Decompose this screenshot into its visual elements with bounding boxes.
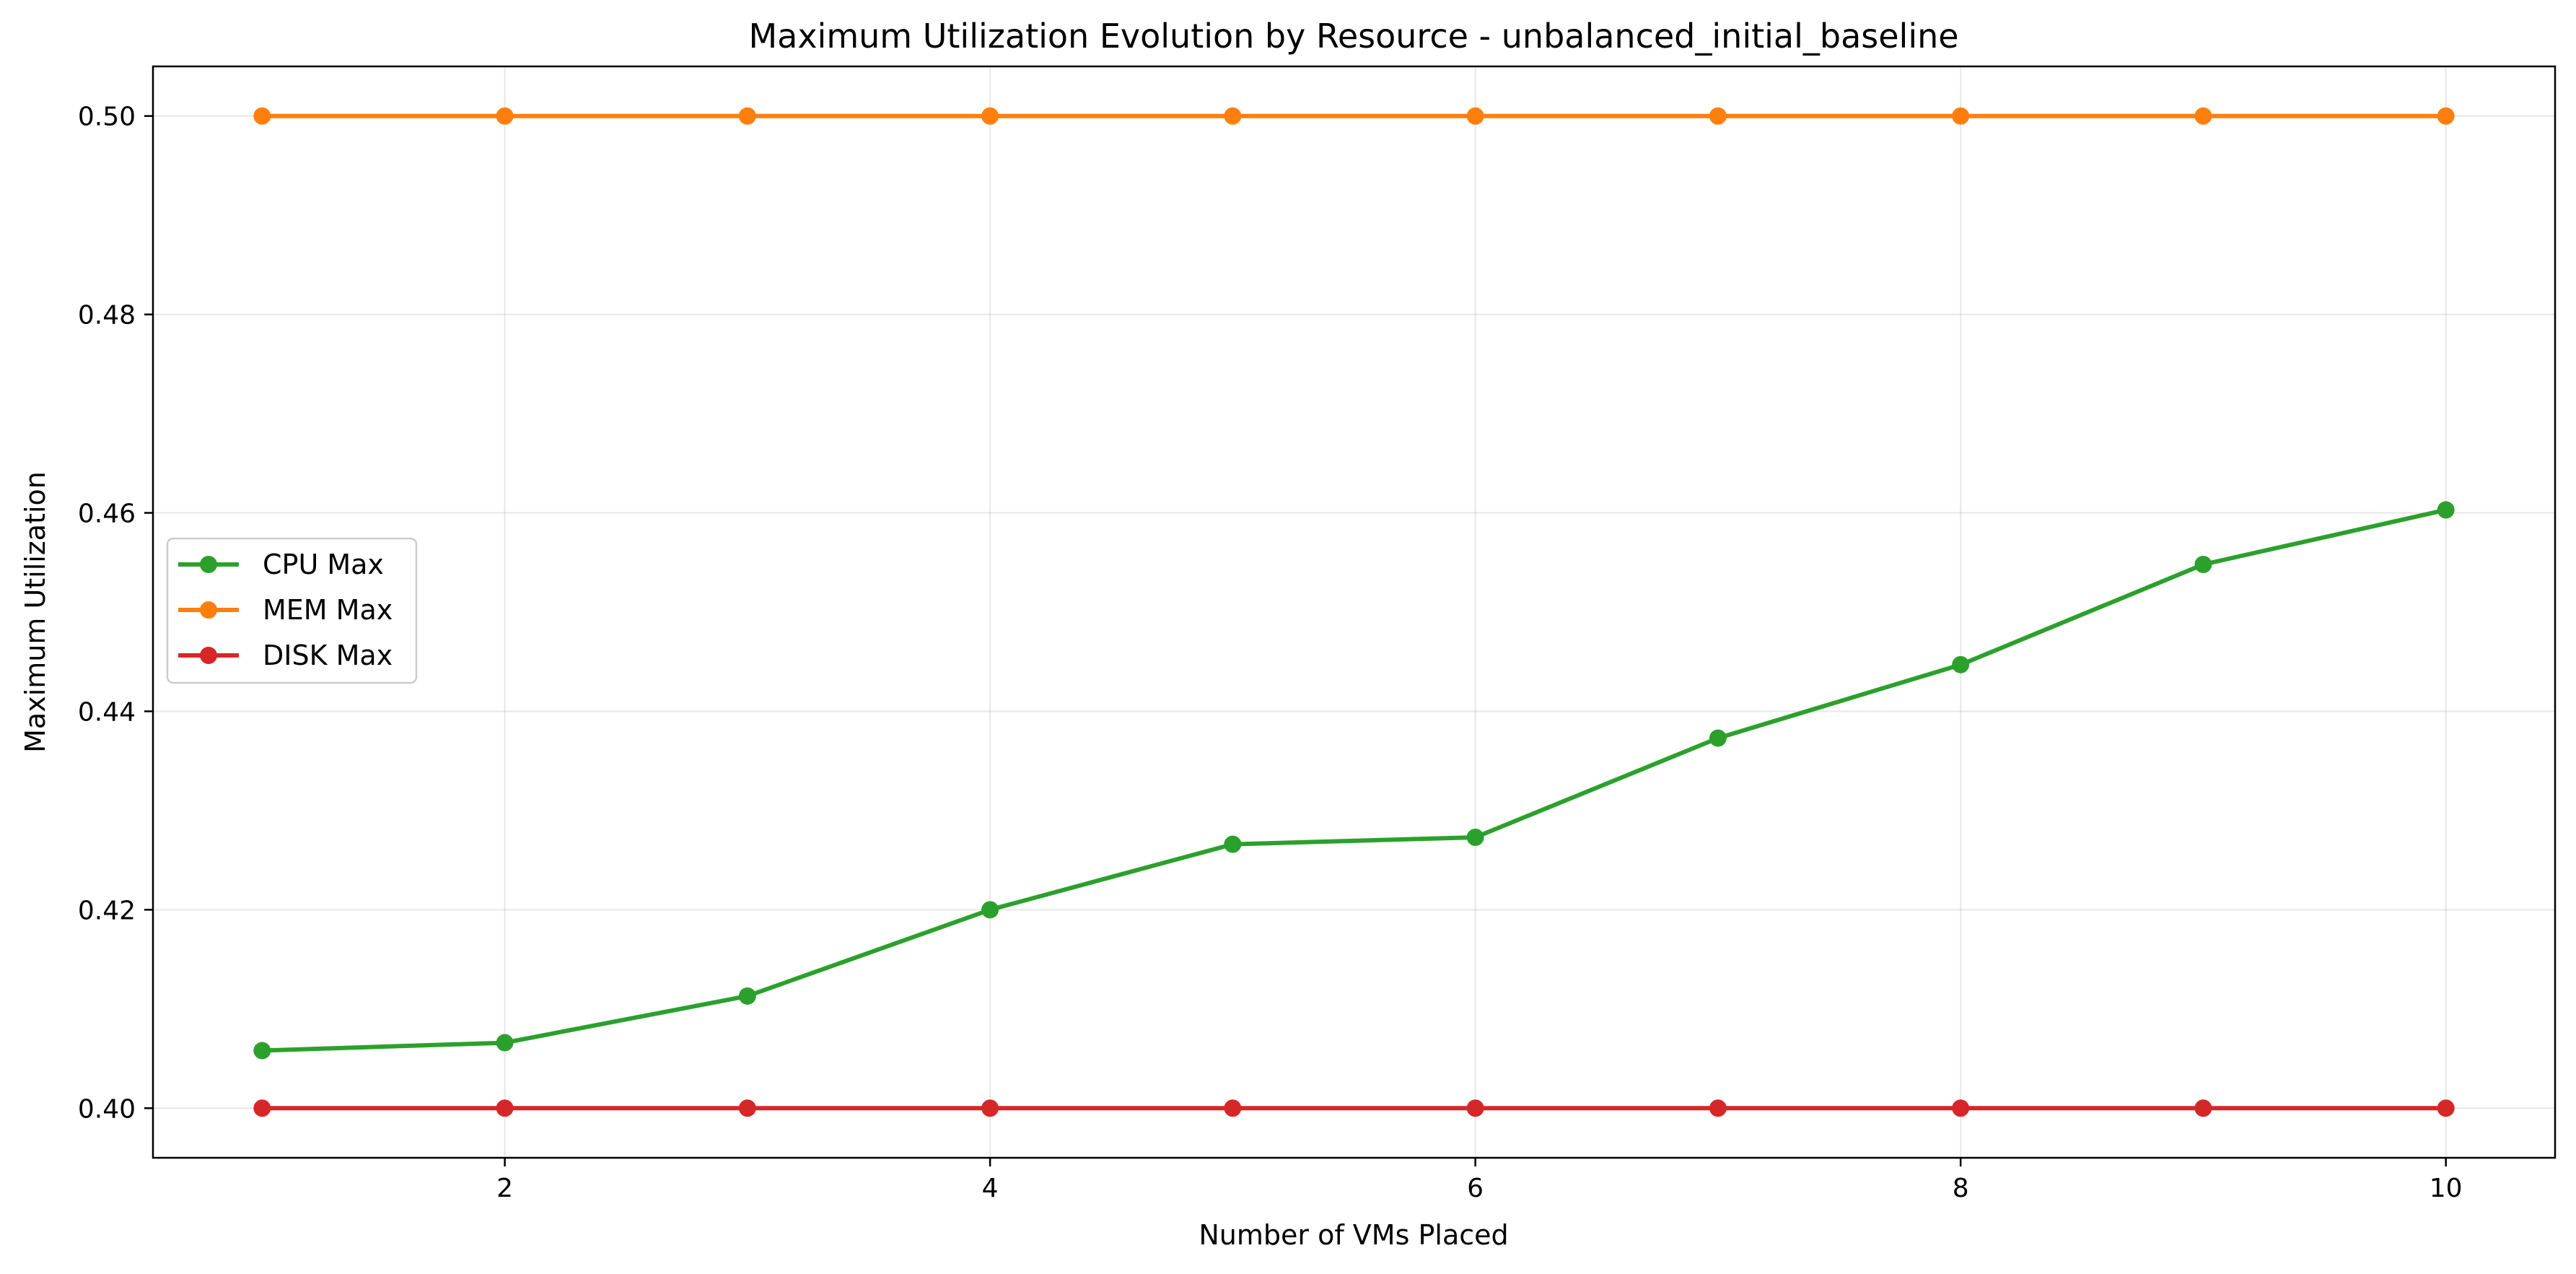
data-point-mem: [1952, 107, 1970, 125]
ticks: 2 4 6 8 10 0.40 0.42 0.44 0.46 0.48 0.50: [78, 102, 2463, 1203]
x-tick-label: 4: [982, 1174, 999, 1203]
data-point-disk: [738, 1099, 756, 1117]
y-tick-label: 0.46: [78, 499, 136, 529]
data-point-mem: [496, 107, 514, 125]
data-point-cpu: [1224, 835, 1242, 853]
x-tick-label: 6: [1467, 1174, 1484, 1203]
data-point-cpu: [1952, 655, 1970, 673]
chart-title: Maximum Utilization Evolution by Resourc…: [748, 17, 1958, 56]
data-point-mem: [2194, 107, 2212, 125]
y-tick-label: 0.40: [78, 1094, 136, 1124]
series-mem: [253, 107, 2455, 125]
data-point-disk: [1224, 1099, 1242, 1117]
y-axis-label: Maximum Utilization: [19, 471, 51, 753]
data-point-mem: [738, 107, 756, 125]
data-point-cpu: [981, 901, 999, 919]
legend-item-cpu: CPU Max: [178, 549, 384, 580]
data-point-mem: [253, 107, 271, 125]
data-point-disk: [253, 1099, 271, 1117]
y-tick-label: 0.50: [78, 102, 136, 132]
series-disk: [253, 1099, 2455, 1117]
series-cpu: [253, 501, 2455, 1060]
legend-marker-cpu: [200, 556, 217, 573]
data-point-disk: [2437, 1099, 2455, 1117]
data-point-mem: [1709, 107, 1727, 125]
data-point-cpu: [1709, 729, 1727, 747]
legend-marker-mem: [200, 601, 217, 619]
data-point-mem: [981, 107, 999, 125]
legend-item-mem: MEM Max: [178, 594, 393, 626]
legend-item-disk: DISK Max: [178, 640, 393, 671]
legend-frame: [166, 537, 418, 684]
legend-label-disk: DISK Max: [263, 640, 393, 671]
legend: CPU Max MEM Max DISK Max: [166, 537, 418, 684]
legend-marker-disk: [200, 647, 217, 664]
data-point-disk: [1952, 1099, 1970, 1117]
x-tick-label: 10: [2430, 1174, 2463, 1203]
data-point-cpu: [496, 1034, 514, 1052]
data-point-disk: [1466, 1099, 1484, 1117]
data-point-disk: [496, 1099, 514, 1117]
x-tick-label: 2: [496, 1174, 513, 1203]
data-point-mem: [2437, 107, 2455, 125]
y-tick-label: 0.48: [78, 301, 136, 331]
data-point-cpu: [2437, 501, 2455, 519]
y-tick-label: 0.44: [78, 697, 136, 727]
legend-label-mem: MEM Max: [263, 594, 393, 626]
plot-frame: [152, 65, 2557, 1159]
y-tick-label: 0.42: [78, 896, 136, 925]
data-point-cpu: [1466, 829, 1484, 847]
data-point-cpu: [253, 1042, 271, 1060]
series-layer: [253, 107, 2455, 1117]
series-line-cpu: [260, 507, 2448, 1053]
data-point-mem: [1466, 107, 1484, 125]
data-point-cpu: [738, 987, 756, 1005]
data-point-disk: [1709, 1099, 1727, 1117]
data-point-disk: [2194, 1099, 2212, 1117]
data-point-disk: [981, 1099, 999, 1117]
data-point-mem: [1224, 107, 1242, 125]
x-tick-label: 8: [1953, 1174, 1969, 1203]
data-point-cpu: [2194, 556, 2212, 574]
x-axis-label: Number of VMs Placed: [1199, 1219, 1508, 1251]
legend-label-cpu: CPU Max: [263, 549, 384, 580]
